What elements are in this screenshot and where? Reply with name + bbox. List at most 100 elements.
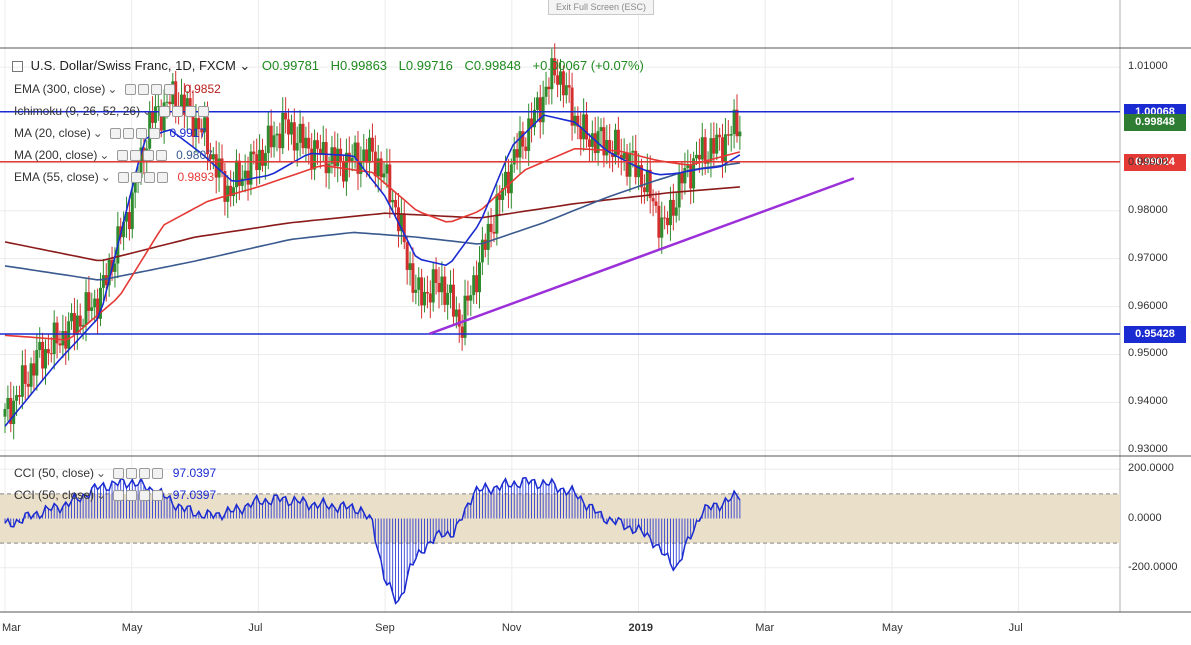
chevron-down-icon[interactable]: ⌄ xyxy=(99,148,110,162)
indicator-label[interactable]: Ichimoku (9, 26, 52, 26) xyxy=(14,104,141,118)
candle-body xyxy=(501,188,505,200)
candle-body xyxy=(46,349,50,354)
candle-body xyxy=(492,231,496,234)
eye-icon[interactable] xyxy=(113,468,125,480)
gear-icon[interactable] xyxy=(137,84,149,96)
exit-fullscreen-button[interactable]: Exit Full Screen (ESC) xyxy=(548,0,654,15)
candle-body xyxy=(723,134,727,162)
candle-body xyxy=(423,292,427,306)
candle-body xyxy=(220,158,224,171)
candle-body xyxy=(182,94,186,115)
gear-icon[interactable] xyxy=(126,490,138,502)
candle-body xyxy=(703,137,707,164)
more-icon[interactable] xyxy=(144,172,156,184)
eye-icon[interactable] xyxy=(124,84,136,96)
candle-body xyxy=(483,239,487,250)
eye-icon[interactable] xyxy=(159,106,171,118)
candle-body xyxy=(287,119,291,135)
indicator-ema300[interactable]: EMA (300, close) ⌄ 0.9852 xyxy=(14,82,221,96)
eye-icon[interactable] xyxy=(118,172,130,184)
collapse-icon[interactable] xyxy=(12,61,23,73)
more-icon[interactable] xyxy=(139,468,151,480)
x-tick-label: May xyxy=(881,622,903,634)
candle-body xyxy=(130,192,134,230)
candle-body xyxy=(321,142,325,155)
candle-body xyxy=(408,263,412,270)
candle-body xyxy=(32,363,36,376)
chevron-down-icon[interactable]: ⌄ xyxy=(107,82,118,96)
close-icon[interactable] xyxy=(149,128,161,140)
eye-icon[interactable] xyxy=(116,150,128,162)
indicator-label[interactable]: MA (20, close) xyxy=(14,126,91,140)
more-icon[interactable] xyxy=(142,150,154,162)
indicator-label[interactable]: EMA (55, close) xyxy=(14,170,99,184)
close-icon[interactable] xyxy=(198,106,210,118)
more-icon[interactable] xyxy=(136,128,148,140)
gear-icon[interactable] xyxy=(126,468,138,480)
close-icon[interactable] xyxy=(152,490,164,502)
cci-line xyxy=(4,476,741,605)
chevron-down-icon[interactable]: ⌄ xyxy=(142,104,153,118)
candle-body xyxy=(463,295,467,338)
indicator-cci-2[interactable]: CCI (50, close) ⌄ 97.0397 xyxy=(14,488,216,502)
gear-icon[interactable] xyxy=(123,128,135,140)
candle-body xyxy=(104,275,108,286)
candle-body xyxy=(174,81,178,108)
close-icon[interactable] xyxy=(163,84,175,96)
y-tick-label: 0.93000 xyxy=(1128,443,1168,456)
candle-body xyxy=(446,292,450,305)
candle-body xyxy=(292,122,296,151)
candle-body xyxy=(538,97,542,123)
candle-body xyxy=(732,109,736,135)
indicator-label[interactable]: MA (200, close) xyxy=(14,148,98,162)
symbol-title[interactable]: U.S. Dollar/Swiss Franc, 1D, FXCM xyxy=(30,58,236,73)
more-icon[interactable] xyxy=(185,106,197,118)
candle-body xyxy=(249,151,253,185)
indicator-label[interactable]: EMA (300, close) xyxy=(14,82,106,96)
eye-icon[interactable] xyxy=(110,128,122,140)
indicator-ichimoku[interactable]: Ichimoku (9, 26, 52, 26) ⌄ xyxy=(14,104,211,118)
chevron-down-icon[interactable]: ⌄ xyxy=(100,170,111,184)
candle-body xyxy=(165,101,169,103)
close-icon[interactable] xyxy=(157,172,169,184)
indicator-ema55[interactable]: EMA (55, close) ⌄ 0.9893 xyxy=(14,170,214,184)
candle-body xyxy=(223,170,227,202)
eye-icon[interactable] xyxy=(113,490,125,502)
gear-icon[interactable] xyxy=(129,150,141,162)
candle-body xyxy=(504,171,508,189)
candle-body xyxy=(206,117,210,155)
candle-body xyxy=(301,123,305,149)
chevron-down-icon[interactable]: ⌄ xyxy=(235,58,251,73)
more-icon[interactable] xyxy=(139,490,151,502)
candle-body xyxy=(281,112,285,149)
more-icon[interactable] xyxy=(150,84,162,96)
candle-body xyxy=(269,125,273,148)
candle-body xyxy=(58,343,62,346)
candle-body xyxy=(61,331,65,346)
indicator-cci-1[interactable]: CCI (50, close) ⌄ 97.0397 xyxy=(14,466,216,480)
x-tick-label: Nov xyxy=(501,622,522,634)
price-badge-support: 0.95428 xyxy=(1124,325,1186,343)
chevron-down-icon[interactable]: ⌄ xyxy=(92,126,103,140)
chevron-down-icon[interactable]: ⌄ xyxy=(96,466,107,480)
indicator-ma200[interactable]: MA (200, close) ⌄ 0.9807 xyxy=(14,148,213,162)
candle-body xyxy=(530,118,534,128)
candle-body xyxy=(469,295,473,301)
x-tick-label: Jul xyxy=(1008,622,1023,634)
indicator-label[interactable]: CCI (50, close) xyxy=(14,488,95,502)
indicator-ma20[interactable]: MA (20, close) ⌄ 0.9917 xyxy=(14,126,206,140)
candle-body xyxy=(229,185,233,197)
gear-icon[interactable] xyxy=(172,106,184,118)
candle-body xyxy=(738,131,742,137)
y-tick-label: 0.94000 xyxy=(1128,395,1168,408)
candle-body xyxy=(240,178,244,186)
chevron-down-icon[interactable]: ⌄ xyxy=(96,488,107,502)
candle-body xyxy=(324,142,328,174)
candle-body xyxy=(425,292,429,294)
indicator-label[interactable]: CCI (50, close) xyxy=(14,466,95,480)
candle-body xyxy=(127,212,131,230)
gear-icon[interactable] xyxy=(131,172,143,184)
close-icon[interactable] xyxy=(152,468,164,480)
close-icon[interactable] xyxy=(155,150,167,162)
